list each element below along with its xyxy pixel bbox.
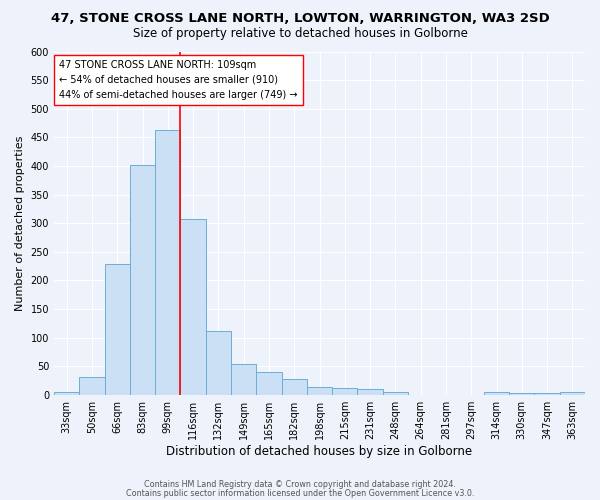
Text: Contains HM Land Registry data © Crown copyright and database right 2024.: Contains HM Land Registry data © Crown c… [144, 480, 456, 489]
Bar [130, 166, 155, 394]
Bar [79, 377, 104, 394]
Text: 47 STONE CROSS LANE NORTH: 109sqm
← 54% of detached houses are smaller (910)
44%: 47 STONE CROSS LANE NORTH: 109sqm ← 54% … [59, 60, 298, 100]
Bar [560, 392, 585, 394]
Bar [281, 380, 307, 394]
Bar [484, 392, 509, 394]
Bar [332, 388, 358, 394]
Bar [155, 130, 181, 394]
Text: Contains public sector information licensed under the Open Government Licence v3: Contains public sector information licen… [126, 488, 474, 498]
Text: Size of property relative to detached houses in Golborne: Size of property relative to detached ho… [133, 28, 467, 40]
Bar [535, 393, 560, 394]
Text: 47, STONE CROSS LANE NORTH, LOWTON, WARRINGTON, WA3 2SD: 47, STONE CROSS LANE NORTH, LOWTON, WARR… [50, 12, 550, 26]
Bar [307, 388, 332, 394]
Bar [206, 331, 231, 394]
Bar [181, 219, 206, 394]
Bar [256, 372, 281, 394]
X-axis label: Distribution of detached houses by size in Golborne: Distribution of detached houses by size … [166, 444, 473, 458]
Bar [358, 389, 383, 394]
Bar [104, 264, 130, 394]
Y-axis label: Number of detached properties: Number of detached properties [15, 136, 25, 311]
Bar [383, 392, 408, 394]
Bar [54, 392, 79, 394]
Bar [509, 393, 535, 394]
Bar [231, 364, 256, 394]
